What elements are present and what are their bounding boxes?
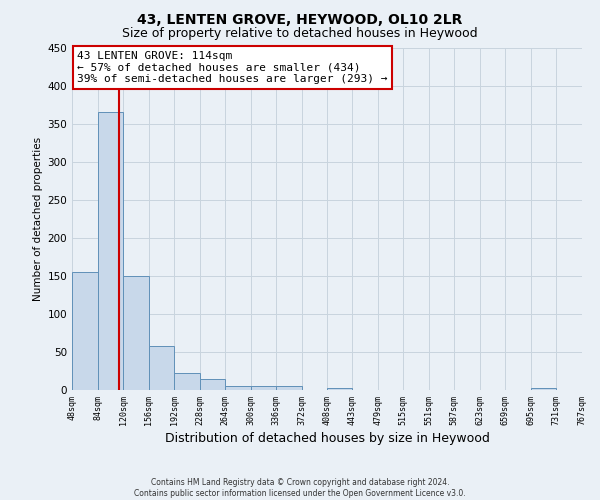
Bar — [225, 386, 251, 390]
Bar — [531, 388, 556, 390]
Text: 43, LENTEN GROVE, HEYWOOD, OL10 2LR: 43, LENTEN GROVE, HEYWOOD, OL10 2LR — [137, 12, 463, 26]
Bar — [328, 388, 352, 390]
Bar — [149, 346, 174, 390]
Text: 43 LENTEN GROVE: 114sqm
← 57% of detached houses are smaller (434)
39% of semi-d: 43 LENTEN GROVE: 114sqm ← 57% of detache… — [77, 51, 388, 84]
Bar — [123, 276, 149, 390]
Text: Size of property relative to detached houses in Heywood: Size of property relative to detached ho… — [122, 28, 478, 40]
Bar — [98, 112, 123, 390]
Text: Contains HM Land Registry data © Crown copyright and database right 2024.
Contai: Contains HM Land Registry data © Crown c… — [134, 478, 466, 498]
Bar — [174, 374, 200, 390]
Y-axis label: Number of detached properties: Number of detached properties — [33, 136, 43, 301]
Bar — [200, 378, 225, 390]
X-axis label: Distribution of detached houses by size in Heywood: Distribution of detached houses by size … — [164, 432, 490, 445]
Bar — [251, 386, 276, 390]
Bar — [276, 386, 302, 390]
Bar — [72, 272, 98, 390]
